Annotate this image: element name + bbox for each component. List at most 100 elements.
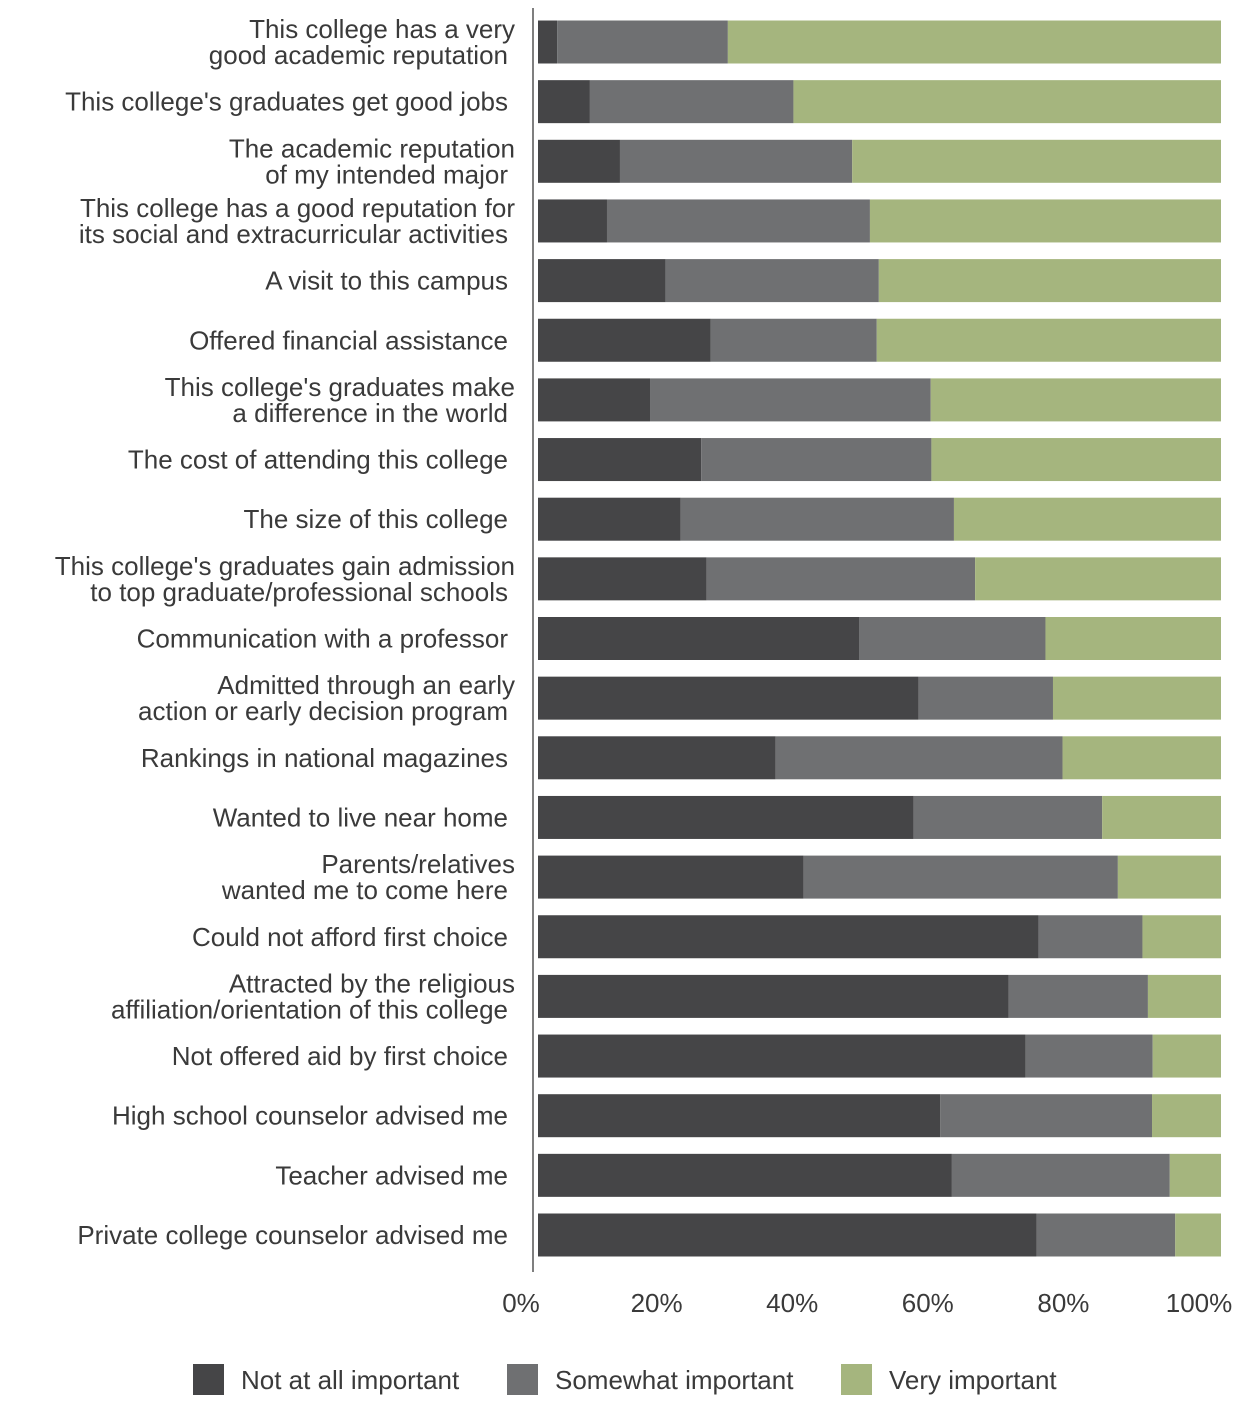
category-label-8: The size of this college (244, 504, 508, 534)
category-label-9-line-1: to top graduate/professional schools (90, 577, 508, 607)
bar-very-important-1 (793, 80, 1221, 124)
bar-very-important-18 (1152, 1094, 1221, 1138)
bar-somewhat-important-18 (940, 1094, 1153, 1138)
category-label-6: This college's graduates make a differenc… (165, 372, 515, 428)
bar-very-important-4 (878, 259, 1221, 303)
legend-label-somewhat-important: Somewhat important (555, 1365, 794, 1395)
category-label-18: High school counselor advised me (112, 1101, 508, 1131)
category-label-14-line-1: wanted me to come here (221, 875, 508, 905)
category-label-19: Teacher advised me (275, 1160, 508, 1190)
category-label-9: This college's graduates gain admission t… (55, 551, 515, 607)
bar-very-important-2 (852, 139, 1221, 183)
category-label-7: The cost of attending this college (128, 445, 508, 475)
category-label-10: Communication with a professor (137, 624, 509, 654)
bar-somewhat-important-6 (650, 378, 931, 422)
category-label-15-line-0: Could not afford first choice (192, 922, 508, 952)
bar-not-at-all-important-5 (538, 318, 711, 362)
category-label-19-line-0: Teacher advised me (275, 1160, 508, 1190)
bar-somewhat-important-14 (803, 855, 1118, 899)
x-tick-label-2: 40% (766, 1288, 818, 1318)
category-label-0: This college has a very good academic rep… (209, 14, 515, 70)
bar-not-at-all-important-11 (538, 676, 919, 720)
bar-not-at-all-important-6 (538, 378, 651, 422)
bar-somewhat-important-8 (680, 497, 954, 541)
category-label-16-line-1: affiliation/orientation of this college (111, 994, 508, 1024)
bar-somewhat-important-20 (1036, 1213, 1176, 1257)
category-label-14-line-0: Parents/relatives (321, 849, 515, 879)
legend-swatch-somewhat-important (507, 1364, 538, 1395)
bar-somewhat-important-17 (1025, 1034, 1153, 1078)
x-tick-label-0: 0% (502, 1288, 540, 1318)
bar-somewhat-important-1 (589, 80, 794, 124)
bar-not-at-all-important-17 (538, 1034, 1026, 1078)
legend-label-very-important: Very important (889, 1365, 1057, 1395)
bar-not-at-all-important-15 (538, 915, 1039, 959)
category-label-3: This college has a good reputation for it… (79, 193, 515, 249)
category-label-0-line-1: good academic reputation (209, 40, 508, 70)
category-label-13-line-0: Wanted to live near home (213, 802, 508, 832)
bar-very-important-12 (1062, 736, 1221, 780)
category-label-16: Attracted by the religious affiliation/or… (111, 968, 515, 1024)
category-label-11-line-1: action or early decision program (138, 696, 508, 726)
category-label-4-line-0: A visit to this campus (265, 266, 508, 296)
bar-not-at-all-important-18 (538, 1094, 941, 1138)
category-label-20-line-0: Private college counselor advised me (77, 1220, 508, 1250)
category-label-5-line-0: Offered financial assistance (189, 325, 508, 355)
bar-somewhat-important-2 (619, 139, 853, 183)
bar-somewhat-important-0 (557, 20, 728, 64)
bar-not-at-all-important-2 (538, 139, 620, 183)
bar-very-important-0 (727, 20, 1221, 64)
category-label-6-line-0: This college's graduates make (165, 372, 515, 402)
bar-somewhat-important-16 (1008, 974, 1148, 1018)
bar-very-important-8 (953, 497, 1221, 541)
bar-not-at-all-important-12 (538, 736, 776, 780)
category-label-0-line-0: This college has a very (249, 14, 515, 44)
bar-very-important-20 (1175, 1213, 1221, 1257)
category-label-18-line-0: High school counselor advised me (112, 1101, 508, 1131)
category-label-1: This college's graduates get good jobs (65, 87, 508, 117)
category-label-12-line-0: Rankings in national magazines (141, 743, 508, 773)
bar-not-at-all-important-19 (538, 1153, 952, 1197)
bar-somewhat-important-15 (1038, 915, 1143, 959)
bar-somewhat-important-7 (701, 438, 932, 482)
x-tick-label-3: 60% (902, 1288, 954, 1318)
category-label-13: Wanted to live near home (213, 802, 508, 832)
bar-somewhat-important-10 (859, 617, 1046, 660)
bar-not-at-all-important-7 (538, 438, 702, 482)
bar-not-at-all-important-20 (538, 1213, 1037, 1257)
category-label-3-line-1: its social and extracurricular activitie… (79, 219, 508, 249)
category-label-17-line-0: Not offered aid by first choice (172, 1041, 508, 1071)
legend-swatch-very-important (841, 1364, 872, 1395)
bar-very-important-9 (975, 557, 1221, 601)
bar-not-at-all-important-8 (538, 497, 681, 541)
bar-somewhat-important-4 (665, 259, 879, 303)
bar-not-at-all-important-4 (538, 259, 666, 303)
category-label-10-line-0: Communication with a professor (137, 624, 509, 654)
bar-not-at-all-important-10 (538, 617, 860, 660)
category-label-16-line-0: Attracted by the religious (229, 968, 515, 998)
bar-not-at-all-important-9 (538, 557, 707, 601)
category-label-11: Admitted through an early action or early… (138, 670, 515, 726)
bar-very-important-6 (930, 378, 1221, 422)
bar-very-important-15 (1142, 915, 1221, 959)
x-tick-label-4: 80% (1037, 1288, 1089, 1318)
bar-very-important-10 (1045, 617, 1221, 660)
category-label-2-line-0: The academic reputation (229, 133, 515, 163)
category-label-8-line-0: The size of this college (244, 504, 508, 534)
category-label-5: Offered financial assistance (189, 325, 508, 355)
bar-somewhat-important-9 (706, 557, 976, 601)
bar-very-important-16 (1147, 974, 1221, 1018)
legend: Not at all important Somewhat important Ve… (193, 1364, 1057, 1395)
category-label-6-line-1: a difference in the world (232, 398, 508, 428)
x-tick-label-1: 20% (631, 1288, 683, 1318)
bar-not-at-all-important-14 (538, 855, 804, 899)
bar-very-important-13 (1102, 795, 1221, 839)
category-label-7-line-0: The cost of attending this college (128, 445, 508, 475)
category-labels: This college has a very good academic rep… (55, 14, 516, 1250)
bar-not-at-all-important-13 (538, 795, 914, 839)
category-label-14: Parents/relatives wanted me to come here (221, 849, 515, 905)
bar-very-important-3 (869, 199, 1221, 243)
x-tick-label-5: 100% (1166, 1288, 1233, 1318)
bar-not-at-all-important-3 (538, 199, 607, 243)
